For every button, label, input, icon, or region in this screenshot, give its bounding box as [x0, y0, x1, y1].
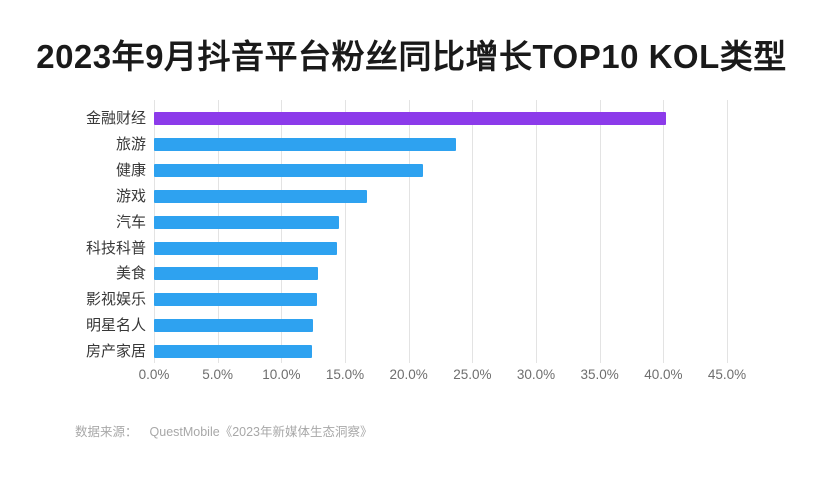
category-label: 旅游 [115, 135, 146, 153]
category-label: 健康 [115, 161, 146, 179]
bar [154, 215, 339, 229]
bar [154, 112, 666, 125]
gridline [727, 100, 728, 363]
x-axis-tick-label: 15.0% [325, 367, 365, 382]
category-label: 美食 [115, 265, 146, 283]
bar [154, 189, 367, 203]
category-label: 金融财经 [85, 110, 146, 127]
gridline [408, 100, 410, 363]
x-axis: 0.0% 5.0% 10.0% 15.0% 20.0% 25.0% 30.0% 35.0% 40… [0, 367, 823, 387]
gridline [599, 100, 601, 363]
x-axis-tick-label: 10.0% [262, 367, 301, 382]
bar [154, 293, 317, 307]
bar [154, 345, 312, 359]
data-source-prefix: 数据来源： [75, 425, 138, 439]
chart-title: 2023年9月抖音平台粉丝同比增长TOP10 KOL类型 [36, 38, 787, 75]
x-axis-tick-label: 5.0% [202, 367, 234, 382]
category-label: 游戏 [115, 187, 146, 205]
bar [154, 163, 423, 177]
data-source-note: 数据来源： QuestMobile《2023年新媒体生态洞察》 [75, 421, 373, 440]
bar [154, 241, 338, 255]
gridline [536, 100, 537, 363]
category-label: 科技科普 [85, 239, 146, 257]
category-label: 房产家居 [85, 343, 146, 361]
gridline [281, 100, 283, 363]
bar [154, 319, 314, 333]
category-label: 明星名人 [85, 317, 146, 335]
x-axis-tick-label: 20.0% [389, 367, 428, 382]
x-axis-tick-label: 25.0% [453, 367, 492, 382]
data-source-text: QuestMobile《2023年新媒体生态洞察》 [149, 425, 373, 439]
category-label: 汽车 [115, 213, 146, 231]
gridline [345, 100, 346, 363]
gridline [154, 100, 155, 363]
bar-chart-plot-area: 金融财经旅游健康游戏汽车科技科普美食影视娱乐明星名人房产家居 [0, 98, 823, 363]
bar [154, 137, 456, 151]
category-label: 影视娱乐 [85, 291, 146, 309]
x-axis-tick-label: 0.0% [138, 367, 170, 382]
x-axis-tick-label: 40.0% [644, 367, 683, 382]
x-axis-tick-label: 45.0% [707, 367, 747, 382]
gridline [472, 100, 474, 363]
x-axis-tick-label: 35.0% [580, 367, 619, 382]
gridline [663, 100, 665, 363]
bar [154, 267, 319, 281]
x-axis-tick-label: 30.0% [516, 367, 556, 382]
gridline [217, 100, 219, 363]
